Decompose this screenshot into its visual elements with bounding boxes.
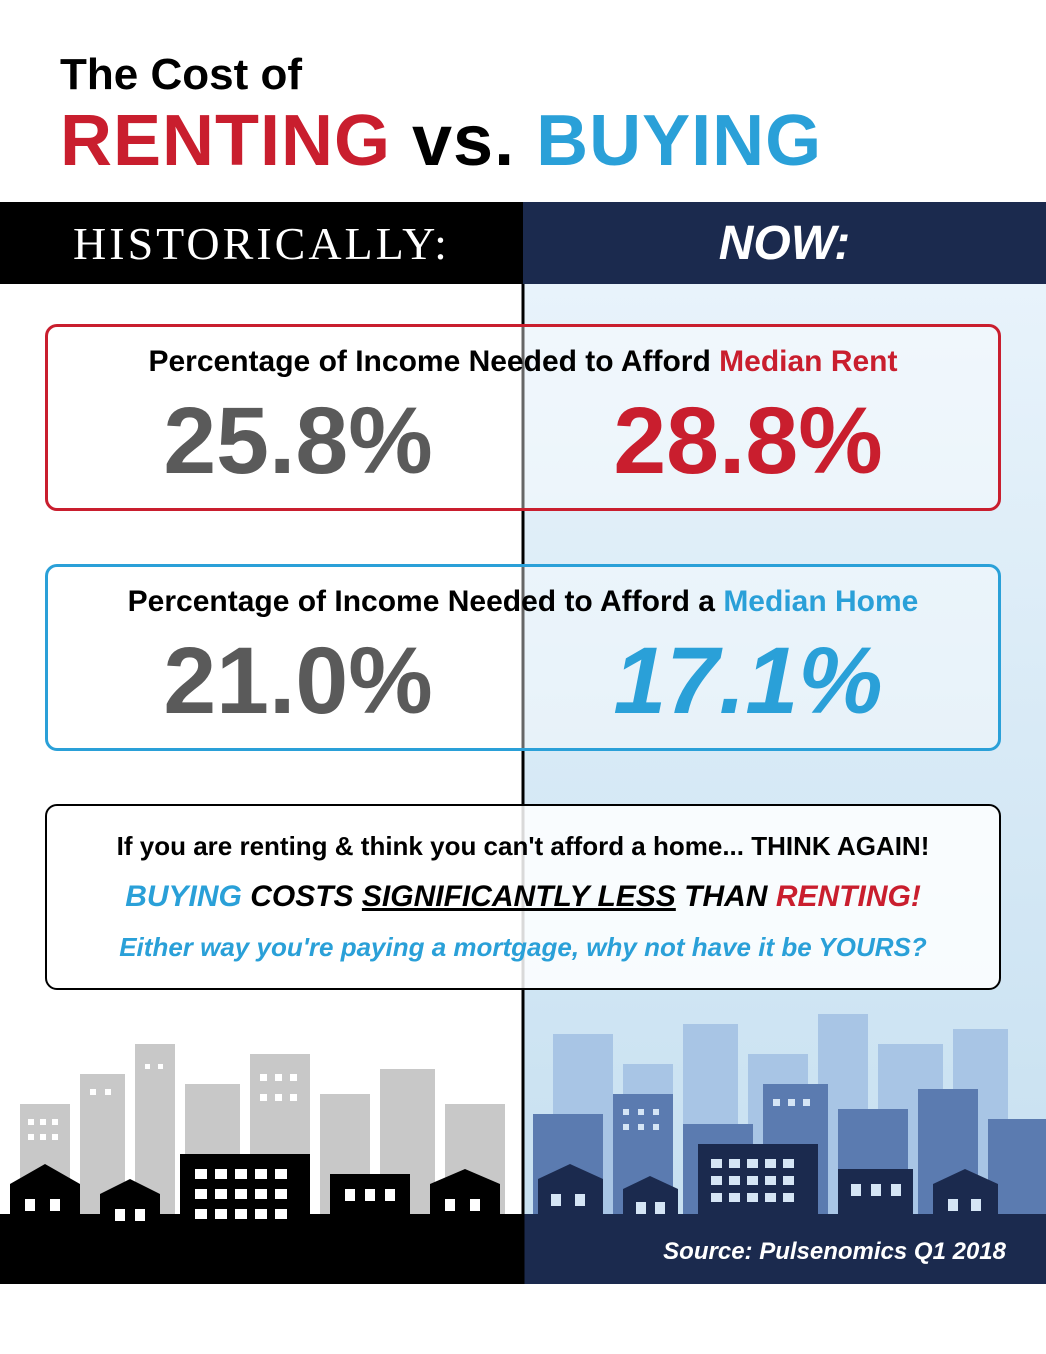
message-line2: BUYING COSTS SIGNIFICANTLY LESS THAN REN…	[77, 880, 969, 914]
home-label-hl: Median Home	[723, 585, 918, 618]
home-stat-box: Percentage of Income Needed to Afford a …	[45, 564, 1001, 751]
title-vs: vs.	[391, 101, 536, 181]
message-line1: If you are renting & think you can't aff…	[77, 831, 969, 862]
rent-label: Percentage of Income Needed to Afford Me…	[73, 345, 973, 379]
msg-buying: BUYING	[125, 880, 242, 913]
message-line3: Either way you're paying a mortgage, why…	[77, 932, 969, 963]
home-historical: 21.0%	[73, 624, 523, 738]
title-area: The Cost of RENTING vs. BUYING	[0, 0, 1046, 202]
rent-values: 25.8% 28.8%	[73, 384, 973, 498]
title-line1: The Cost of	[60, 50, 986, 100]
content-area: Percentage of Income Needed to Afford Me…	[0, 284, 1046, 1284]
source-text: Source: Pulsenomics Q1 2018	[663, 1238, 1006, 1266]
header-now: NOW:	[523, 202, 1046, 284]
message-box: If you are renting & think you can't aff…	[45, 804, 1001, 990]
rent-historical: 25.8%	[73, 384, 523, 498]
title-buying: BUYING	[536, 101, 822, 181]
msg-than: THAN	[676, 880, 776, 913]
header-bar: HISTORICALLY: NOW:	[0, 202, 1046, 284]
skyline-left-icon	[0, 984, 523, 1284]
header-historically: HISTORICALLY:	[0, 202, 523, 284]
msg-costs: COSTS	[242, 880, 362, 913]
rent-stat-box: Percentage of Income Needed to Afford Me…	[45, 324, 1001, 511]
msg-sig: SIGNIFICANTLY LESS	[362, 880, 676, 913]
rent-label-hl: Median Rent	[719, 345, 897, 378]
msg-renting: RENTING!	[776, 880, 921, 913]
title-line2: RENTING vs. BUYING	[60, 100, 986, 182]
home-label: Percentage of Income Needed to Afford a …	[73, 585, 973, 619]
home-now: 17.1%	[523, 624, 973, 738]
title-renting: RENTING	[60, 101, 391, 181]
rent-label-pre: Percentage of Income Needed to Afford	[148, 345, 719, 378]
home-values: 21.0% 17.1%	[73, 624, 973, 738]
home-label-pre: Percentage of Income Needed to Afford a	[128, 585, 724, 618]
rent-now: 28.8%	[523, 384, 973, 498]
